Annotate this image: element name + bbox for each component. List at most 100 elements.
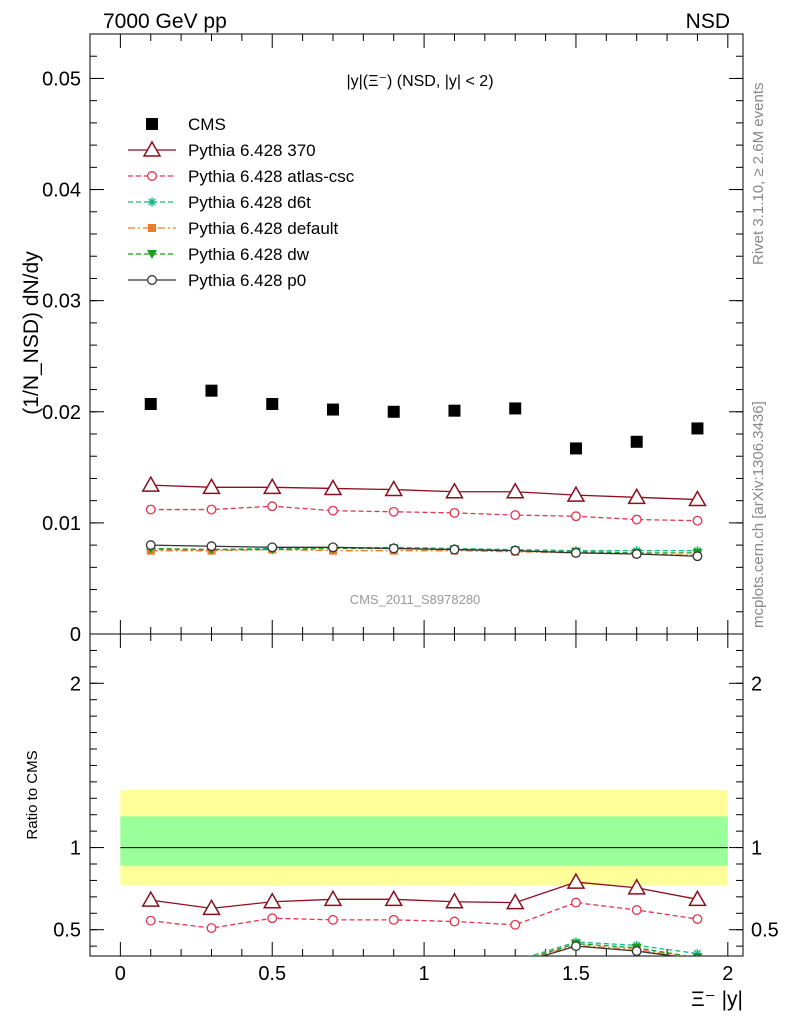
ratio-ylabel: Ratio to CMS bbox=[24, 750, 41, 839]
ratio-data-point bbox=[384, 889, 404, 907]
ratio-series-pythia-6-428-atlas-csc bbox=[145, 897, 703, 934]
ratio-data-point bbox=[147, 960, 155, 968]
legend-marker bbox=[147, 197, 157, 207]
data-point bbox=[510, 510, 521, 521]
ratio-data-point bbox=[450, 960, 458, 968]
x-tick-label: 1.5 bbox=[562, 963, 590, 985]
ratio-data-point bbox=[206, 923, 217, 934]
ratio-data-point bbox=[571, 941, 581, 952]
ratio-data-point bbox=[566, 872, 586, 889]
ratio-data-point bbox=[329, 962, 338, 971]
data-point bbox=[692, 551, 703, 562]
data-point bbox=[387, 405, 400, 418]
series-line bbox=[150, 544, 698, 557]
ratio-series-line bbox=[534, 943, 692, 956]
data-point bbox=[326, 403, 339, 416]
ratio-data-point bbox=[510, 919, 521, 930]
ratio-series-group bbox=[141, 872, 707, 971]
data-point bbox=[141, 475, 161, 492]
rivet-label: Rivet 3.1.10, ≥ 2.6M events bbox=[750, 83, 767, 266]
main-y-tick-label: 0.02 bbox=[42, 402, 81, 424]
legend-marker bbox=[146, 118, 158, 130]
legend-label: Pythia 6.428 370 bbox=[188, 141, 316, 160]
data-point bbox=[571, 547, 581, 558]
data-point bbox=[206, 541, 217, 552]
ratio-data-point bbox=[631, 905, 642, 915]
legend-label: CMS bbox=[188, 115, 226, 134]
main-ylabel: (1/N_NSD) dN/dy bbox=[20, 251, 43, 415]
uncertainty-band-inner bbox=[120, 816, 728, 866]
ratio-y-tick-label: 0.5 bbox=[53, 920, 81, 942]
data-point bbox=[630, 435, 643, 448]
ratio-data-point bbox=[511, 960, 520, 969]
ratio-data-point bbox=[207, 960, 215, 968]
ratio-data-point bbox=[631, 946, 642, 956]
data-point bbox=[323, 478, 343, 496]
data-point bbox=[388, 543, 399, 554]
ratio-data-point bbox=[450, 958, 459, 967]
ratio-data-point bbox=[389, 962, 398, 971]
series-pythia-6-428-p0 bbox=[145, 540, 703, 562]
data-point bbox=[449, 507, 460, 518]
header-right: NSD bbox=[686, 10, 730, 33]
data-point bbox=[448, 404, 461, 417]
ratio-y-tick-label-right: 2 bbox=[751, 673, 762, 695]
ratio-y-tick-label-right: 0.5 bbox=[751, 920, 779, 942]
main-panel: |y|(Ξ⁻) (NSD, |y| < 2) (1/N_NSD) dN/dy C… bbox=[20, 33, 744, 646]
data-point bbox=[205, 384, 218, 397]
ratio-data-point bbox=[146, 958, 155, 967]
legend-label: Pythia 6.428 dw bbox=[188, 245, 310, 264]
ratio-data-point bbox=[627, 878, 646, 895]
legend-label: Pythia 6.428 d6t bbox=[188, 193, 311, 212]
x-axis-label: Ξ⁻ |y| bbox=[691, 988, 743, 1011]
ratio-data-point bbox=[389, 960, 399, 969]
data-point bbox=[145, 540, 156, 551]
data-point bbox=[691, 422, 704, 435]
ratio-data-point bbox=[328, 914, 338, 925]
data-point bbox=[571, 511, 581, 522]
ratio-series-pythia-6-428-p0 bbox=[207, 941, 702, 971]
ratio-data-point bbox=[449, 916, 460, 927]
data-point bbox=[328, 542, 338, 553]
ratio-data-point bbox=[141, 890, 161, 907]
ratio-data-point bbox=[146, 960, 156, 969]
x-tick-label: 2 bbox=[722, 963, 733, 985]
ratio-y-tick-label-right: 1 bbox=[751, 838, 762, 860]
legend-marker bbox=[147, 275, 157, 285]
mcplots-label: mcplots.cern.ch [arXiv:1306.3436] bbox=[750, 401, 767, 628]
data-point bbox=[202, 477, 221, 495]
ratio-data-point bbox=[693, 954, 702, 956]
ratio-data-point bbox=[207, 958, 216, 967]
data-point bbox=[384, 480, 404, 497]
series-pythia-6-428-atlas-csc bbox=[145, 501, 703, 526]
data-point bbox=[388, 506, 399, 517]
data-point bbox=[688, 490, 707, 507]
data-point bbox=[328, 505, 338, 516]
ratio-data-point bbox=[389, 958, 398, 967]
x-tick-label: 1 bbox=[419, 963, 430, 985]
ratio-y-tick-label: 2 bbox=[70, 673, 81, 695]
x-tick-label: 0.5 bbox=[258, 963, 286, 985]
data-point bbox=[569, 442, 582, 455]
ratio-data-point bbox=[692, 914, 703, 924]
data-point bbox=[206, 504, 217, 515]
ratio-data-point bbox=[445, 892, 464, 909]
data-point bbox=[505, 482, 525, 499]
data-point bbox=[566, 485, 586, 502]
ratio-y-tick-label: 1 bbox=[70, 838, 81, 860]
series-line bbox=[150, 505, 698, 522]
data-point bbox=[445, 482, 464, 499]
ratio-data-point bbox=[449, 960, 459, 969]
series-cms bbox=[144, 384, 704, 455]
ratio-data-point bbox=[207, 962, 216, 971]
data-point bbox=[510, 545, 521, 556]
ratio-data-point bbox=[267, 913, 278, 924]
ratio-data-point bbox=[388, 914, 399, 925]
ratio-series-line bbox=[150, 901, 698, 929]
main-plot-title: |y|(Ξ⁻) (NSD, |y| < 2) bbox=[346, 73, 493, 90]
series-pythia-6-428-370 bbox=[141, 475, 707, 507]
watermark: CMS_2011_S8978280 bbox=[350, 592, 481, 607]
legend-label: Pythia 6.428 p0 bbox=[188, 271, 306, 290]
data-point bbox=[631, 514, 642, 525]
